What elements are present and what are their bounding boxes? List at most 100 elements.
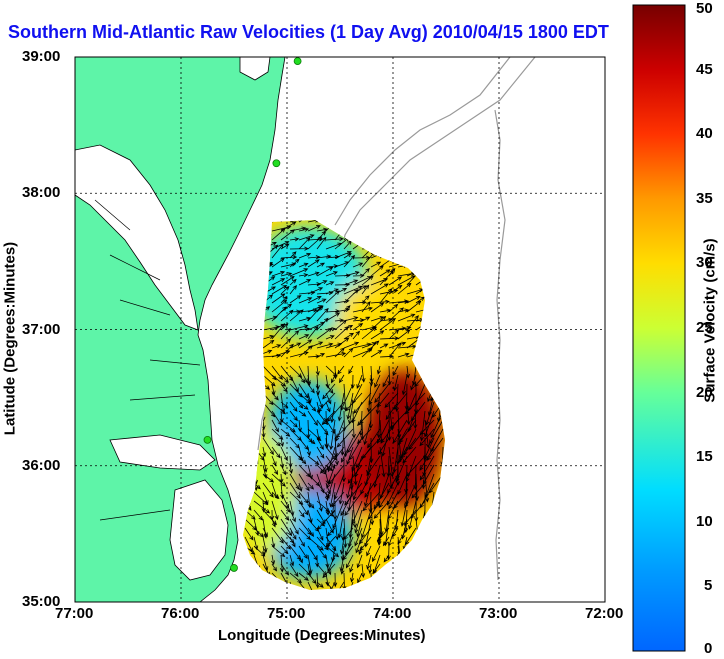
velocity-arrow [298,234,315,241]
velocity-arrow [298,410,307,417]
velocity-arrow [307,455,320,466]
velocity-arrow [404,527,417,546]
velocity-arrow [388,276,403,286]
velocity-arrow [406,315,419,331]
velocity-arrow [366,455,381,477]
velocity-arrow [320,455,336,474]
colorbar-tick-label: 35 [696,189,713,207]
velocity-arrow [373,500,390,519]
velocity-arrow [271,374,287,387]
velocity-arrow [316,428,321,442]
velocity-arrow [337,392,345,422]
velocity-field [243,220,445,590]
velocity-arrow [325,351,347,358]
velocity-arrow [388,446,395,478]
velocity-arrow [298,297,313,304]
velocity-arrow [403,428,417,456]
velocity-arrow [316,437,324,450]
velocity-arrow [307,500,315,509]
velocity-arrow [388,307,404,322]
radar-station [272,159,281,168]
velocity-arrow [261,500,266,513]
velocity-arrow [307,401,317,412]
velocity-arrow [347,464,363,484]
velocity-arrow [377,437,390,455]
velocity-arrow [334,337,350,349]
velocity-arrow [395,464,401,486]
velocity-arrow [376,527,390,542]
velocity-arrow [271,270,286,277]
velocity-arrow [352,473,363,501]
velocity-arrow [378,491,390,509]
velocity-arrow [343,252,352,259]
velocity-arrow [307,295,322,304]
velocity-arrow [298,509,305,518]
velocity-arrow [253,491,269,506]
velocity-arrow [262,334,275,340]
x-tick-label: 74:00 [373,605,412,622]
velocity-arrow [388,491,399,510]
coast-rivers [94,199,201,521]
velocity-arrow [343,316,359,322]
velocity-arrow [325,563,332,576]
velocity-arrow [384,392,399,408]
velocity-arrow [280,374,289,383]
velocity-arrow [397,313,416,322]
velocity-arrow [325,581,338,590]
velocity-arrow [316,527,324,541]
velocity-arrow [307,536,324,551]
x-tick-label: 75:00 [267,605,306,622]
velocity-arrow [298,374,306,384]
velocity-arrow [298,401,309,410]
velocity-arrow [419,419,435,436]
velocity-arrow [316,455,327,473]
velocity-arrow [289,284,297,295]
velocity-arrow [347,428,363,454]
velocity-arrow [419,428,435,447]
velocity-arrow [345,554,354,569]
velocity-arrow [280,464,287,476]
velocity-arrow [307,225,321,232]
y-tick-label: 36:00 [22,456,61,474]
velocity-arrow [397,329,411,340]
velocity-arrow [344,491,363,517]
velocity-arrow [393,374,399,392]
velocity-arrow [404,392,426,415]
velocity-arrow [262,365,277,381]
velocity-arrow [368,383,381,406]
velocity-arrow [307,464,313,480]
y-tick-label: 37:00 [22,320,61,338]
velocity-arrow [289,220,303,223]
velocity-arrow [343,305,351,313]
velocity-arrow [325,288,339,295]
velocity-arrow [298,262,309,268]
velocity-arrow [298,316,312,322]
velocity-arrow [356,374,363,389]
velocity-arrow [403,509,417,526]
velocity-arrow [379,269,391,277]
velocity-arrow [298,536,305,548]
x-tick-label: 73:00 [479,605,518,622]
velocity-arrow [316,581,324,588]
velocity-arrow [328,464,345,485]
velocity-arrow [355,536,363,554]
radar-station [293,57,302,65]
velocity-arrow [327,401,345,422]
velocity-arrow [298,482,303,492]
velocity-arrow [327,527,336,537]
velocity-arrow [334,282,351,287]
velocity-arrow [373,464,381,488]
velocity-arrow [325,236,344,242]
velocity-arrow [388,341,407,349]
velocity-arrow [388,267,396,277]
velocity-arrow [343,527,354,541]
velocity-arrow [397,352,410,358]
velocity-arrow [361,301,371,313]
velocity-arrow [289,410,298,422]
velocity-arrow [298,491,309,504]
velocity-arrow [316,290,334,296]
velocity-arrow [424,473,430,503]
velocity-arrow [426,437,444,461]
velocity-arrow [288,464,293,475]
velocity-arrow [317,392,336,413]
